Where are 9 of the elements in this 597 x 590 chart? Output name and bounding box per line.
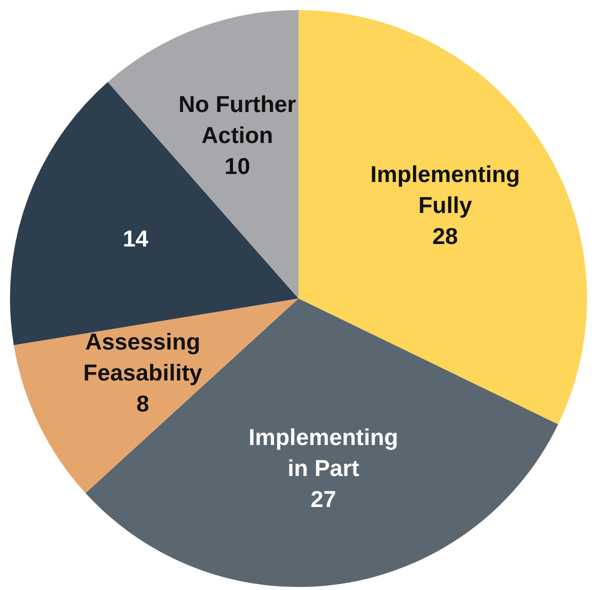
data-label: 27 <box>310 486 336 512</box>
data-label: 8 <box>136 390 150 416</box>
slice-label: Assessing Feasability <box>83 328 202 386</box>
data-label: 14 <box>122 226 148 252</box>
slice-label: No Further Action <box>178 90 296 148</box>
slice-label: Implementing in Part <box>248 424 398 482</box>
slice-label: Implementing Fully <box>370 160 520 218</box>
data-label: 10 <box>224 152 250 179</box>
data-label: 28 <box>432 222 458 249</box>
